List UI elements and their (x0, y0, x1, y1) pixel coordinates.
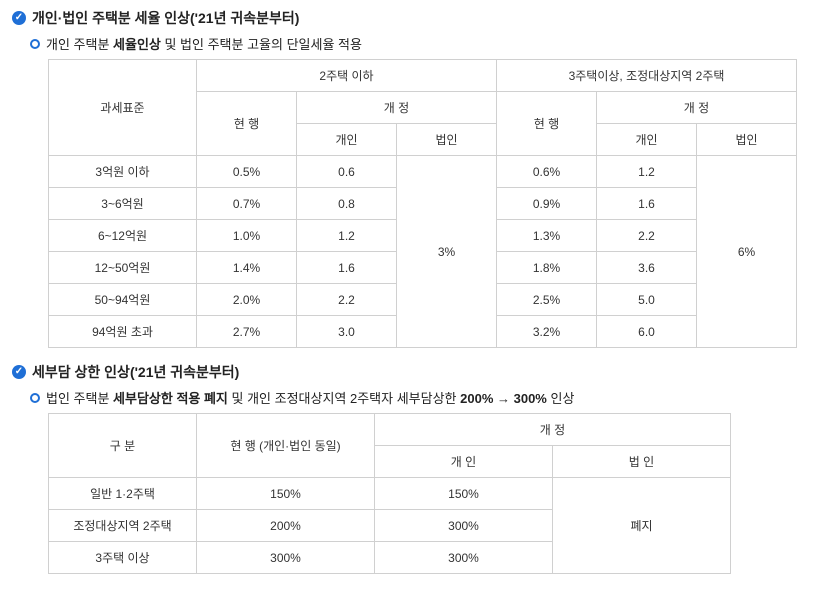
cell-cat: 50~94억원 (49, 284, 197, 316)
th-corp1: 법인 (397, 124, 497, 156)
cell-cat: 12~50억원 (49, 252, 197, 284)
th-group1: 2주택 이하 (197, 60, 497, 92)
check-icon (12, 365, 26, 379)
cell-cat: 3억원 이하 (49, 156, 197, 188)
th-revised1: 개 정 (297, 92, 497, 124)
cell: 0.7% (197, 188, 297, 220)
tax-rate-table: 과세표준 2주택 이하 3주택이상, 조정대상지역 2주택 현 행 개 정 현 … (48, 59, 797, 348)
cell: 1.3% (497, 220, 597, 252)
th-current: 현 행 (개인·법인 동일) (197, 414, 375, 478)
cell: 1.8% (497, 252, 597, 284)
section2-title: 세부담 상한 인상('21년 귀속분부터) (12, 362, 814, 382)
cell: 1.0% (197, 220, 297, 252)
cell: 1.2 (597, 156, 697, 188)
cell-cat: 일반 1·2주택 (49, 478, 197, 510)
th-corp: 법 인 (553, 446, 731, 478)
table-row: 일반 1·2주택 150% 150% 폐지 (49, 478, 731, 510)
th-indiv2: 개인 (597, 124, 697, 156)
cell-cat: 94억원 초과 (49, 316, 197, 348)
th-category: 과세표준 (49, 60, 197, 156)
cell: 0.6% (497, 156, 597, 188)
cell: 2.5% (497, 284, 597, 316)
cell: 300% (375, 542, 553, 574)
cell-corp2: 6% (697, 156, 797, 348)
th-revised: 개 정 (375, 414, 731, 446)
cell: 1.6 (297, 252, 397, 284)
cell: 3.6 (597, 252, 697, 284)
cell: 150% (375, 478, 553, 510)
cell: 2.0% (197, 284, 297, 316)
cell: 2.2 (597, 220, 697, 252)
th-indiv: 개 인 (375, 446, 553, 478)
cell-corp: 폐지 (553, 478, 731, 574)
cell: 3.0 (297, 316, 397, 348)
section1-subtitle: 개인 주택분 세율인상 및 법인 주택분 고율의 단일세율 적용 (30, 34, 814, 53)
cell: 2.7% (197, 316, 297, 348)
th-revised2: 개 정 (597, 92, 797, 124)
cell: 0.6 (297, 156, 397, 188)
cell: 6.0 (597, 316, 697, 348)
dot-icon (30, 393, 40, 403)
cell-corp1: 3% (397, 156, 497, 348)
cell-cat: 3~6억원 (49, 188, 197, 220)
th-current2: 현 행 (497, 92, 597, 156)
cell: 0.8 (297, 188, 397, 220)
cell: 1.2 (297, 220, 397, 252)
cell: 2.2 (297, 284, 397, 316)
th-corp2: 법인 (697, 124, 797, 156)
cell: 0.9% (497, 188, 597, 220)
cell: 5.0 (597, 284, 697, 316)
check-icon (12, 11, 26, 25)
table-row: 3억원 이하 0.5% 0.6 3% 0.6% 1.2 6% (49, 156, 797, 188)
cell: 3.2% (497, 316, 597, 348)
th-category: 구 분 (49, 414, 197, 478)
section2-title-text: 세부담 상한 인상('21년 귀속분부터) (32, 362, 239, 382)
th-group2: 3주택이상, 조정대상지역 2주택 (497, 60, 797, 92)
cell: 1.4% (197, 252, 297, 284)
cell: 300% (197, 542, 375, 574)
cell-cat: 6~12억원 (49, 220, 197, 252)
dot-icon (30, 39, 40, 49)
cell-cat: 3주택 이상 (49, 542, 197, 574)
cell: 150% (197, 478, 375, 510)
section1-title: 개인·법인 주택분 세율 인상('21년 귀속분부터) (12, 8, 814, 28)
th-current1: 현 행 (197, 92, 297, 156)
section2-subtitle: 법인 주택분 세부담상한 적용 폐지 및 개인 조정대상지역 2주택자 세부담상… (30, 388, 814, 407)
section2-subtitle-text: 법인 주택분 세부담상한 적용 폐지 및 개인 조정대상지역 2주택자 세부담상… (46, 388, 574, 407)
th-indiv1: 개인 (297, 124, 397, 156)
section1-subtitle-text: 개인 주택분 세율인상 및 법인 주택분 고율의 단일세율 적용 (46, 34, 362, 53)
burden-cap-table: 구 분 현 행 (개인·법인 동일) 개 정 개 인 법 인 일반 1·2주택 … (48, 413, 731, 574)
cell: 0.5% (197, 156, 297, 188)
cell: 1.6 (597, 188, 697, 220)
section1-title-text: 개인·법인 주택분 세율 인상('21년 귀속분부터) (32, 8, 299, 28)
